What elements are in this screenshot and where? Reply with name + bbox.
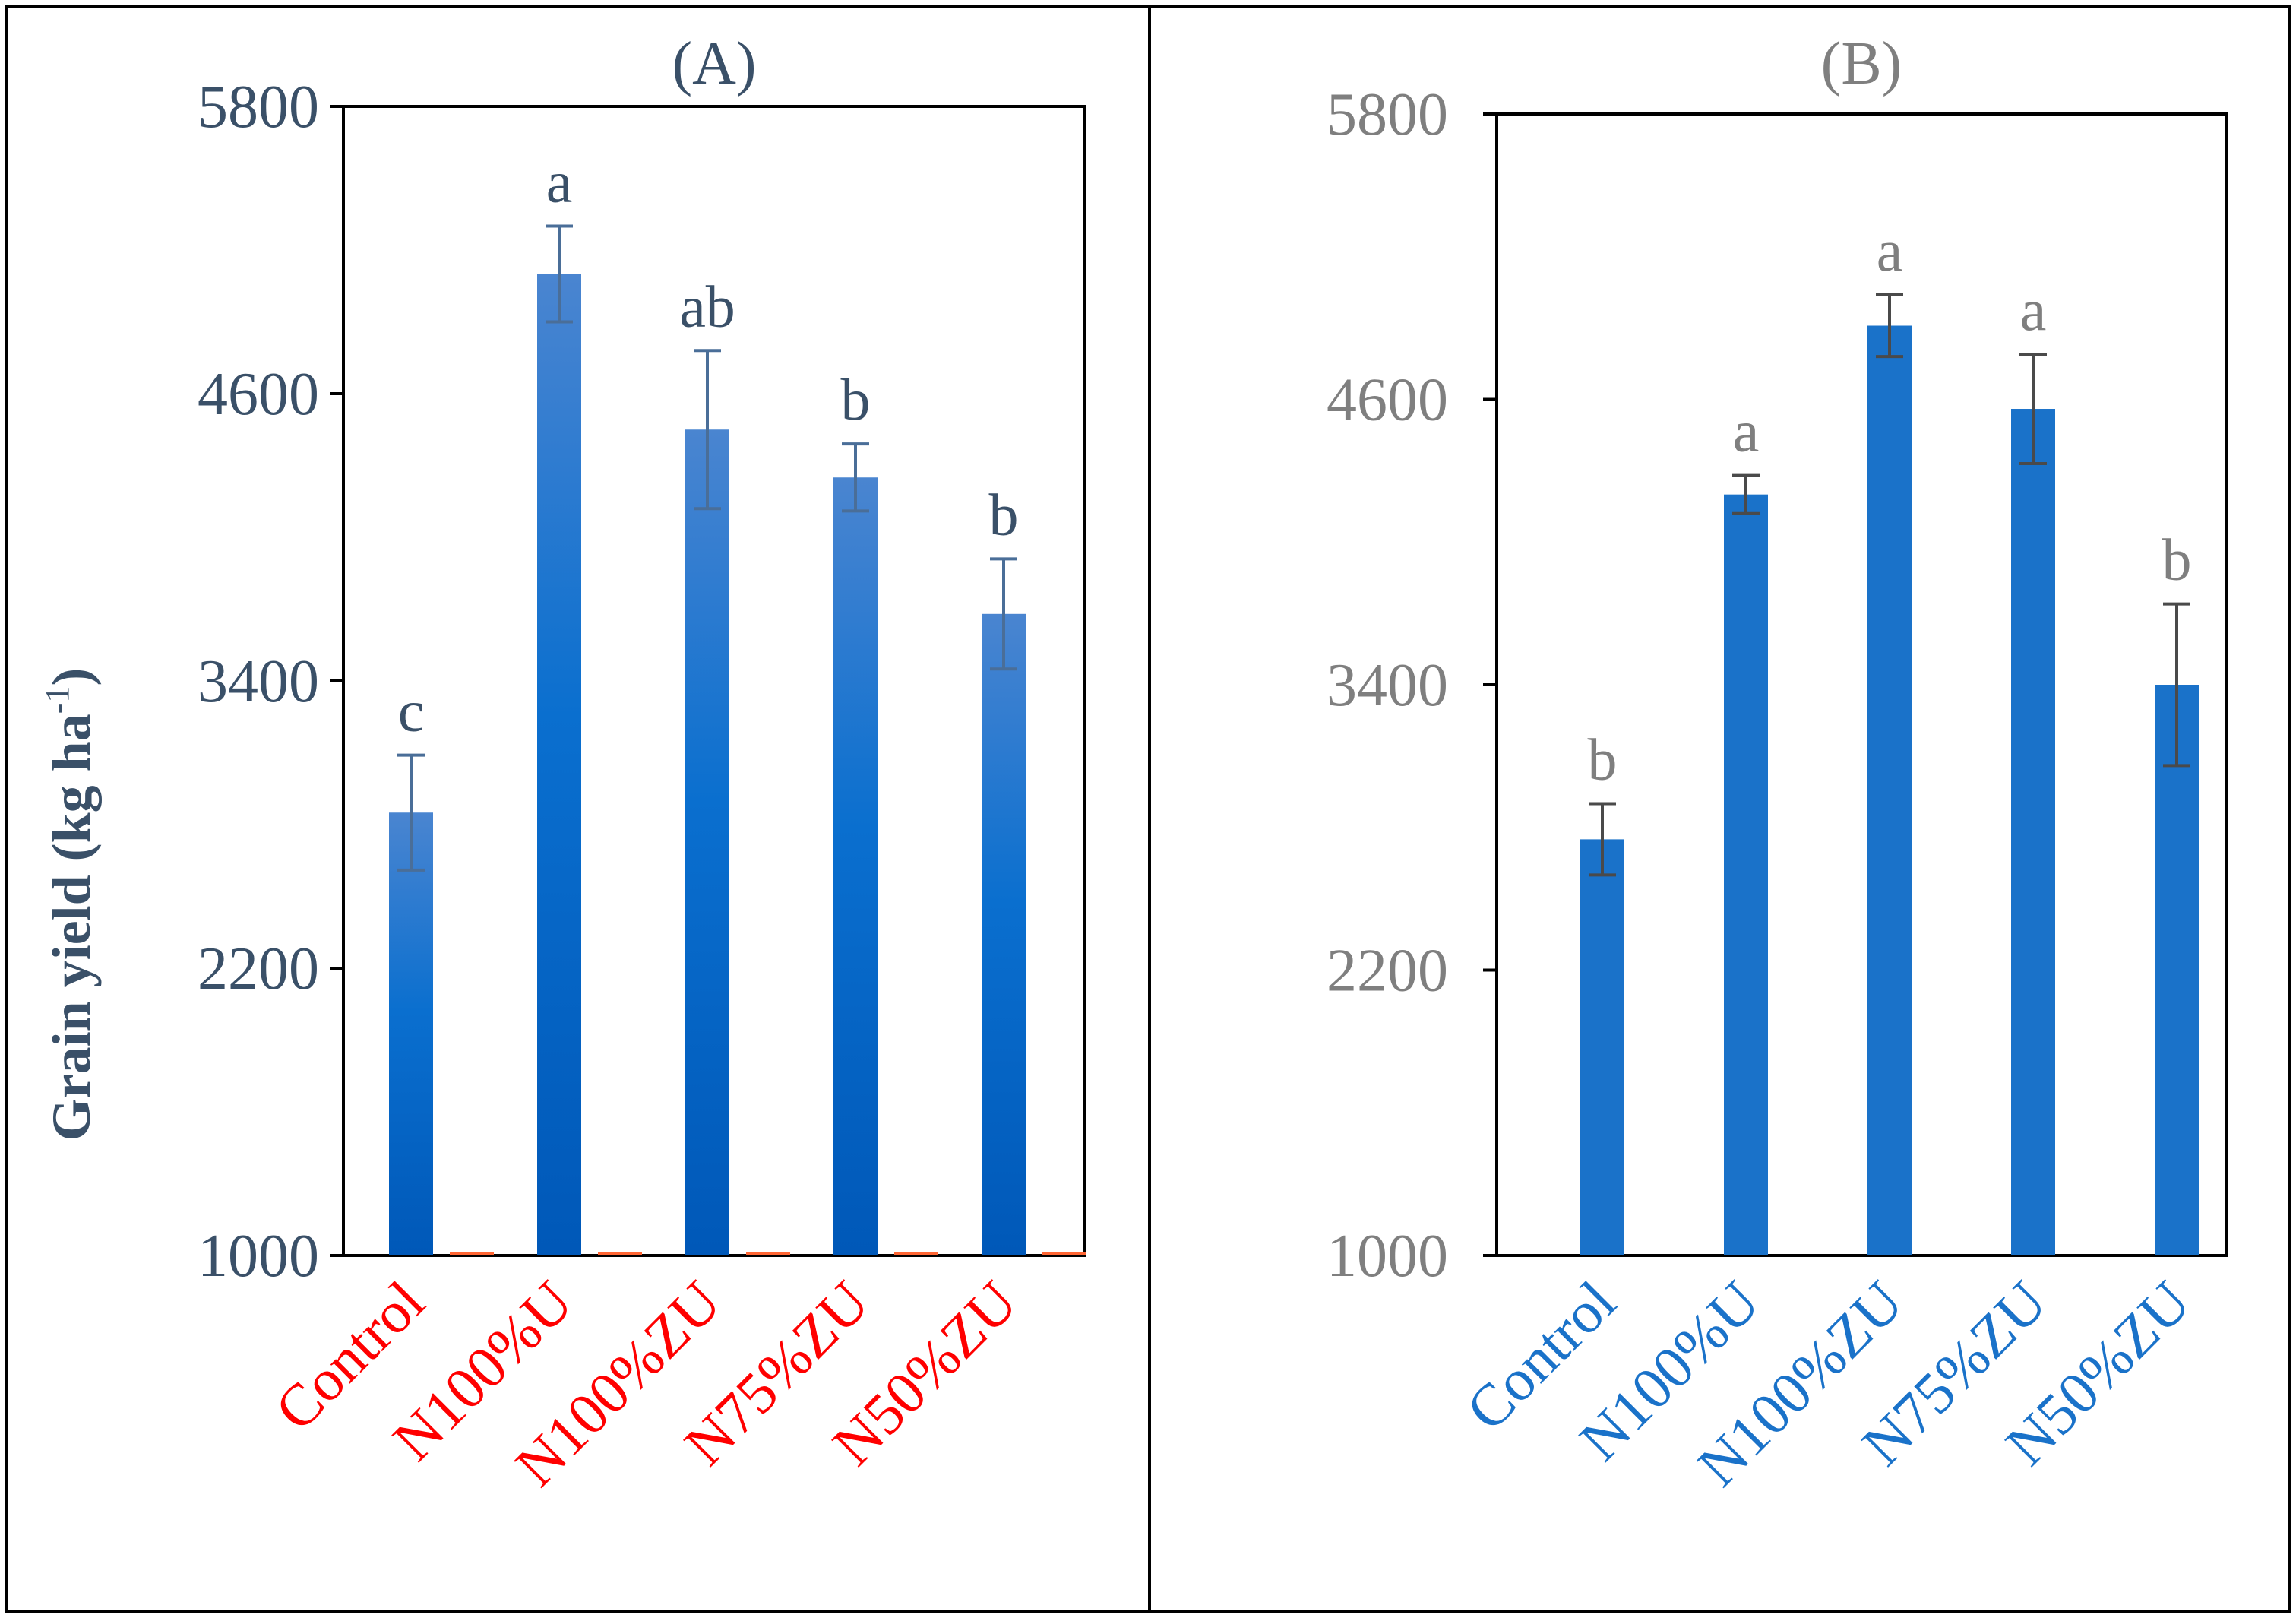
bar-a-1	[537, 274, 581, 1255]
significance-letter-a-4: b	[989, 481, 1019, 547]
bar-a-0	[389, 812, 433, 1255]
significance-letter-b-1: a	[1733, 398, 1760, 464]
y-tick-label-b-1: 2200	[1327, 938, 1448, 1005]
significance-letter-b-3: a	[2020, 277, 2047, 343]
significance-letter-b-2: a	[1877, 217, 1903, 283]
bar-b-1	[1724, 494, 1768, 1255]
y-tick-label-a-4: 5800	[198, 74, 319, 141]
chart-b: (B)10002200340046005800bControlaN100%UaN…	[1327, 30, 2228, 1499]
y-tick-label-b-3: 4600	[1327, 367, 1448, 434]
bar-b-3	[2011, 409, 2055, 1256]
chart-title-b: (B)	[1821, 30, 1902, 97]
bar-a-4	[982, 613, 1026, 1255]
y-tick-label-b-4: 5800	[1327, 81, 1448, 148]
bar-b-0	[1580, 839, 1624, 1255]
significance-letter-b-0: b	[1588, 726, 1618, 792]
significance-letter-a-0: c	[398, 678, 425, 744]
bar-a-2	[685, 429, 729, 1255]
significance-letter-a-3: b	[841, 366, 871, 432]
chart-title-a: (A)	[672, 30, 756, 97]
significance-letter-a-1: a	[546, 149, 573, 215]
bar-b-2	[1867, 325, 1912, 1255]
bar-a-3	[833, 477, 878, 1255]
y-tick-label-a-3: 4600	[198, 361, 319, 428]
y-tick-label-a-2: 3400	[198, 648, 319, 715]
y-axis-title: Grain yield (kg ha-1)	[39, 668, 102, 1141]
y-tick-label-b-2: 3400	[1327, 652, 1448, 719]
y-tick-label-b-0: 1000	[1327, 1223, 1448, 1290]
bar-b-4	[2155, 685, 2199, 1255]
panel-b-frame	[1148, 5, 2291, 1613]
chart-a: (A)10002200340046005800cControlaN100%Uab…	[198, 30, 1086, 1499]
significance-letter-b-4: b	[2162, 527, 2192, 593]
significance-letter-a-2: ab	[679, 273, 735, 339]
y-tick-label-a-0: 1000	[198, 1223, 319, 1290]
y-tick-label-a-1: 2200	[198, 936, 319, 1002]
